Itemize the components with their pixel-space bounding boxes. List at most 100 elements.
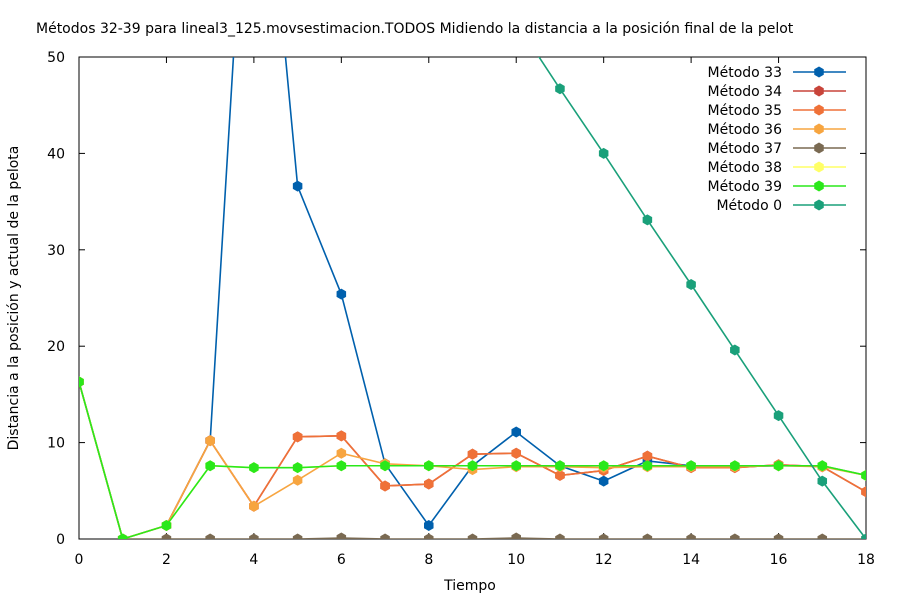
data-point [336,288,347,300]
chart-title: Métodos 32-39 para lineal3_125.movsestim… [36,21,794,37]
data-point [336,532,347,539]
series-7 [538,57,866,539]
data-point [642,214,653,226]
data-point [773,410,784,422]
data-point [249,500,259,512]
series-layer [79,57,866,539]
data-point [642,533,653,539]
data-point [511,532,521,539]
data-point [424,478,434,490]
data-point [555,533,565,539]
x-axis-label: Tiempo [443,578,496,594]
legend-label: Método 38 [708,160,782,176]
data-point [511,426,521,438]
series-line [538,57,866,539]
data-point [598,460,609,472]
data-point [511,447,521,459]
y-tick-label: 40 [47,146,65,162]
legend-marker-swatch [814,66,824,78]
data-point [773,460,784,472]
series-6 [79,376,866,539]
data-point [249,462,259,474]
data-point [642,450,653,462]
data-point [861,469,866,481]
data-point [336,447,347,459]
legend-entry: Método 0 [716,198,846,214]
data-point [555,460,565,472]
data-point [336,430,347,442]
data-point [292,533,303,539]
legend-entry: Método 33 [708,65,846,81]
legend-label: Método 35 [708,103,782,119]
data-point [598,475,609,487]
data-point [205,460,215,472]
data-point [292,431,303,443]
y-tick-label: 20 [47,339,65,355]
data-point [861,486,866,498]
legend-label: Método 39 [708,179,782,195]
data-point [686,533,696,539]
data-point [336,460,347,472]
data-point [730,460,740,472]
data-point [467,460,478,472]
data-point [598,533,609,539]
data-point [424,533,434,539]
data-point [817,533,828,539]
data-point [292,462,303,474]
data-point [686,460,696,472]
y-tick-label: 0 [56,532,65,548]
data-point [555,83,565,95]
legend-marker-swatch [814,161,824,173]
data-point [161,520,172,531]
x-tick-label: 18 [857,552,875,568]
data-point [817,460,828,472]
data-point [686,279,696,290]
data-point [205,435,215,447]
data-point [205,533,215,539]
legend-entry: Método 35 [708,103,846,119]
legend-entry: Método 37 [708,141,846,157]
data-point [730,344,740,356]
x-tick-label: 8 [424,552,433,568]
data-point [380,460,390,472]
y-tick-label: 50 [47,50,65,66]
data-point [380,533,390,539]
x-tick-label: 10 [507,552,525,568]
data-point [424,460,434,472]
data-point [292,180,303,192]
legend-entry: Método 39 [708,179,846,195]
legend-label: Método 36 [708,122,783,138]
x-tick-label: 12 [595,552,613,568]
legend-marker-swatch [814,180,824,192]
legend-marker-swatch [814,123,824,135]
legend-label: Método 33 [708,65,782,81]
x-tick-label: 4 [249,552,258,568]
data-point [79,376,84,388]
data-point [598,147,609,159]
x-tick-label: 14 [682,552,700,568]
legend-label: Método 34 [708,84,783,100]
data-point [817,475,828,487]
data-point [161,533,172,539]
legend: Método 33 Método 34 Método 35 Método 36 Méto… [708,65,846,214]
data-point [555,469,565,481]
x-tick-label: 16 [770,552,788,568]
data-point [380,480,390,492]
data-point [511,460,521,472]
data-point [467,533,478,539]
data-point [117,533,128,539]
x-tick-label: 2 [162,552,171,568]
legend-entry: Método 36 [708,122,846,138]
data-point [467,448,478,460]
y-tick-label: 10 [47,436,65,452]
data-point [861,533,866,539]
data-point [292,474,303,486]
x-tick-label: 6 [337,552,346,568]
legend-entry: Método 34 [708,84,846,100]
y-tick-label: 30 [47,243,65,259]
data-point [249,533,259,539]
legend-marker-swatch [814,199,824,211]
data-point [730,533,740,539]
